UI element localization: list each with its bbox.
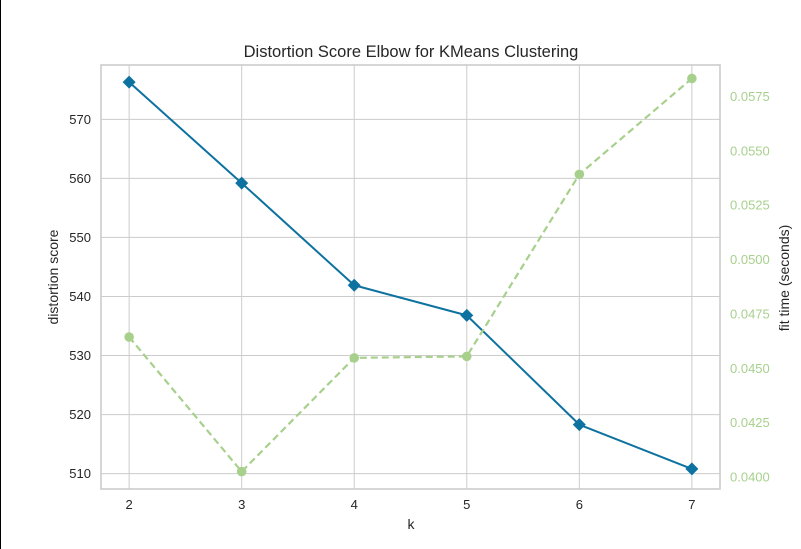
y2-tick-label: 0.0500 [730,252,770,267]
fit-time-point [461,351,472,362]
fit-time-point [236,466,247,477]
fit-time-line [128,77,693,473]
distortion-point [685,462,699,476]
y-tick-label: 560 [69,171,91,186]
fit-time-point [574,169,585,180]
chart-title: Distortion Score Elbow for KMeans Cluste… [244,43,579,61]
y2-tick-label: 0.0525 [730,198,770,213]
x-axis-label: k [408,516,416,532]
y-axis-label: distortion score [45,229,61,324]
x-tick-label: 2 [126,497,133,512]
y-tick-label: 530 [69,348,91,363]
y2-tick-label: 0.0425 [730,415,770,430]
x-tick-label: 5 [463,497,470,512]
y2-tick-label: 0.0550 [730,143,770,158]
y-tick-label: 520 [69,407,91,422]
plot-frame [100,64,721,490]
fit-time-point [687,73,697,84]
distortion-point [122,75,136,89]
grid-layer [101,65,720,489]
y-tick-label: 550 [69,230,91,245]
distortion-point [235,176,249,190]
tick-layer: 2 3 4 5 6 7 510 520 530 540 550 560 570 0.0400 0.0425 0… [69,89,769,512]
y2-tick-label: 0.0400 [730,470,770,485]
left-edge-line [0,0,1,549]
distortion-line [128,81,693,470]
x-tick-label: 4 [351,497,358,512]
x-tick-label: 3 [238,497,245,512]
distortion-point [572,418,586,432]
x-tick-label: 7 [688,497,695,512]
y-tick-label: 570 [69,112,91,127]
y2-tick-label: 0.0475 [730,306,770,321]
distortion-point [460,308,474,322]
fit-time-point [124,332,134,342]
y2-tick-label: 0.0575 [730,89,770,104]
y-tick-label: 540 [69,289,91,304]
series-layer [122,73,699,477]
y-tick-label: 510 [69,466,91,481]
y2-tick-label: 0.0450 [730,361,770,376]
x-tick-label: 6 [576,497,583,512]
y2-axis-label: fit time (seconds) [776,225,792,332]
distortion-point [347,278,361,292]
fit-time-point [349,353,360,363]
